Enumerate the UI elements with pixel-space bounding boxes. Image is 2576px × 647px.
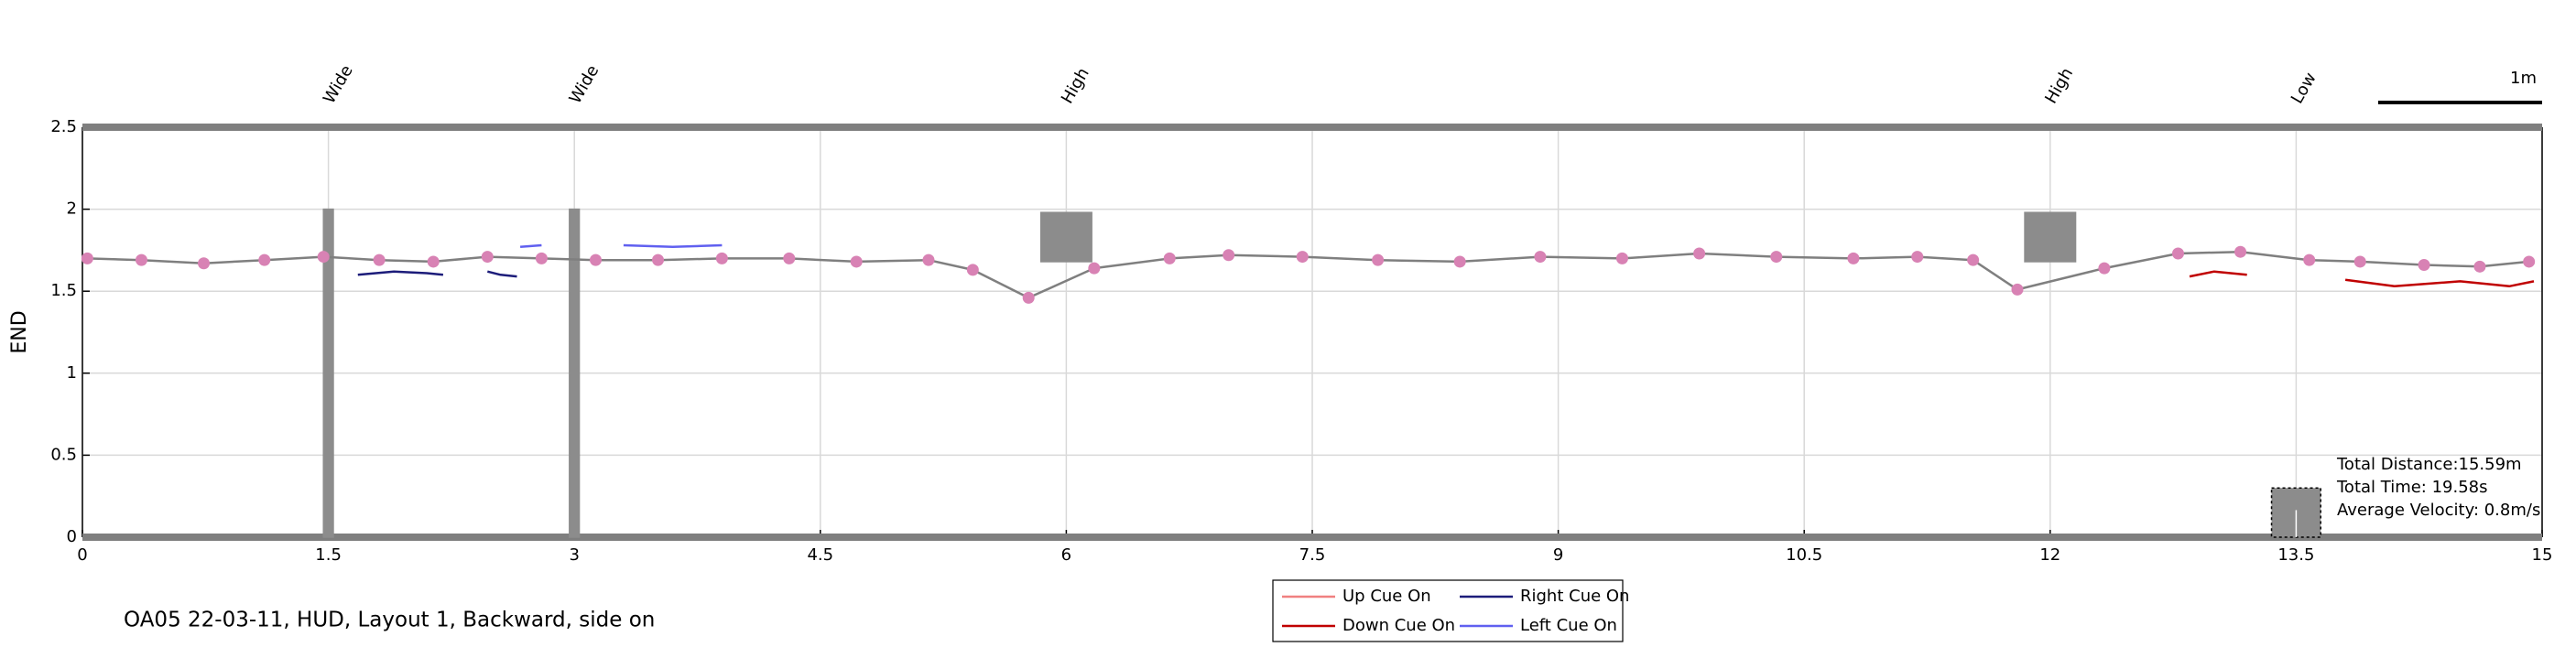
trajectory-marker: [2171, 247, 2184, 260]
trajectory-marker: [1223, 249, 1235, 262]
trajectory-marker: [1770, 251, 1783, 264]
trajectory-marker: [1693, 247, 1706, 260]
trajectory-marker: [1534, 251, 1547, 264]
trajectory-marker: [2011, 283, 2024, 296]
trajectory-marker: [1296, 251, 1309, 264]
y-tick-label: 0.5: [50, 445, 77, 464]
trajectory-marker: [589, 253, 602, 266]
trajectory-marker: [2523, 255, 2536, 268]
trajectory-marker: [135, 253, 147, 266]
trajectory-marker: [2303, 253, 2316, 266]
trajectory-marker: [652, 253, 665, 266]
trajectory-marker: [258, 253, 271, 266]
trajectory-marker: [1022, 291, 1035, 304]
annotation: Wide: [566, 62, 603, 107]
cue-line: [357, 270, 517, 278]
trajectory-marker: [317, 251, 330, 264]
x-tick-label: 6: [1061, 545, 1071, 565]
trajectory-marker: [966, 264, 979, 276]
trajectory-marker: [783, 252, 796, 264]
cue-line: [2189, 270, 2535, 288]
annotation: High: [2041, 65, 2077, 107]
x-tick-label: 1.5: [315, 545, 342, 565]
trajectory-marker: [1453, 255, 1466, 268]
trajectory-marker: [81, 252, 93, 264]
trajectory-marker: [2098, 262, 2111, 275]
legend-box: [1272, 579, 1624, 642]
y-tick-label: 1.5: [50, 281, 77, 300]
y-tick-label: 0: [67, 527, 77, 546]
trajectory-marker: [198, 257, 211, 270]
trajectory-marker: [922, 253, 935, 266]
y-axis-label: END: [8, 310, 31, 353]
legend-label: Up Cue On: [1342, 587, 1431, 606]
trajectory-marker: [1967, 253, 1980, 266]
x-tick-label: 15: [2532, 545, 2553, 565]
obstacle: [322, 208, 334, 538]
trajectory-marker: [427, 255, 440, 268]
trajectory-marker: [2418, 259, 2430, 272]
trajectory-marker: [2353, 255, 2366, 268]
trajectory-marker: [1372, 253, 1385, 266]
y-tick-label: 2: [67, 199, 77, 219]
x-tick-label: 0: [77, 545, 87, 565]
trajectory-marker: [2473, 260, 2486, 273]
x-tick-label: 13.5: [2277, 545, 2314, 565]
y-tick-label: 1: [67, 363, 77, 383]
legend-label: Down Cue On: [1342, 616, 1455, 635]
trajectory-marker: [481, 251, 494, 264]
trajectory-marker: [1163, 252, 1176, 264]
annotation: Low: [2288, 70, 2321, 107]
annotation: High: [1058, 65, 1093, 107]
scale-bar-label: 1m: [2510, 69, 2537, 88]
trajectory-marker: [1615, 252, 1628, 264]
stat-text: Total Distance:15.59m: [2336, 455, 2522, 474]
cue-line: [520, 243, 723, 249]
x-tick-label: 12: [2039, 545, 2060, 565]
legend-label: Left Cue On: [1520, 616, 1617, 635]
x-tick-label: 9: [1553, 545, 1563, 565]
trajectory-marker: [850, 255, 863, 268]
annotation: Wide: [320, 62, 357, 107]
stat-text: Total Time: 19.58s: [2336, 478, 2488, 497]
trajectory-marker: [715, 252, 728, 264]
trajectory-marker: [1847, 252, 1860, 264]
x-tick-label: 10.5: [1786, 545, 1822, 565]
y-tick-label: 2.5: [50, 117, 77, 136]
stat-text: Average Velocity: 0.8m/s: [2337, 501, 2540, 520]
caption: OA05 22-03-11, HUD, Layout 1, Backward, …: [124, 609, 655, 632]
trajectory-marker: [1911, 251, 1924, 264]
obstacle: [569, 208, 581, 538]
obstacle: [2024, 211, 2077, 263]
trajectory-marker: [2234, 245, 2247, 258]
trajectory-marker: [535, 252, 548, 264]
x-tick-label: 7.5: [1299, 545, 1326, 565]
trajectory-marker: [1088, 262, 1101, 275]
obstacle: [1039, 211, 1092, 263]
x-tick-label: 4.5: [807, 545, 833, 565]
trajectory-marker: [373, 253, 386, 266]
legend-label: Right Cue On: [1520, 587, 1629, 606]
x-tick-label: 3: [569, 545, 579, 565]
